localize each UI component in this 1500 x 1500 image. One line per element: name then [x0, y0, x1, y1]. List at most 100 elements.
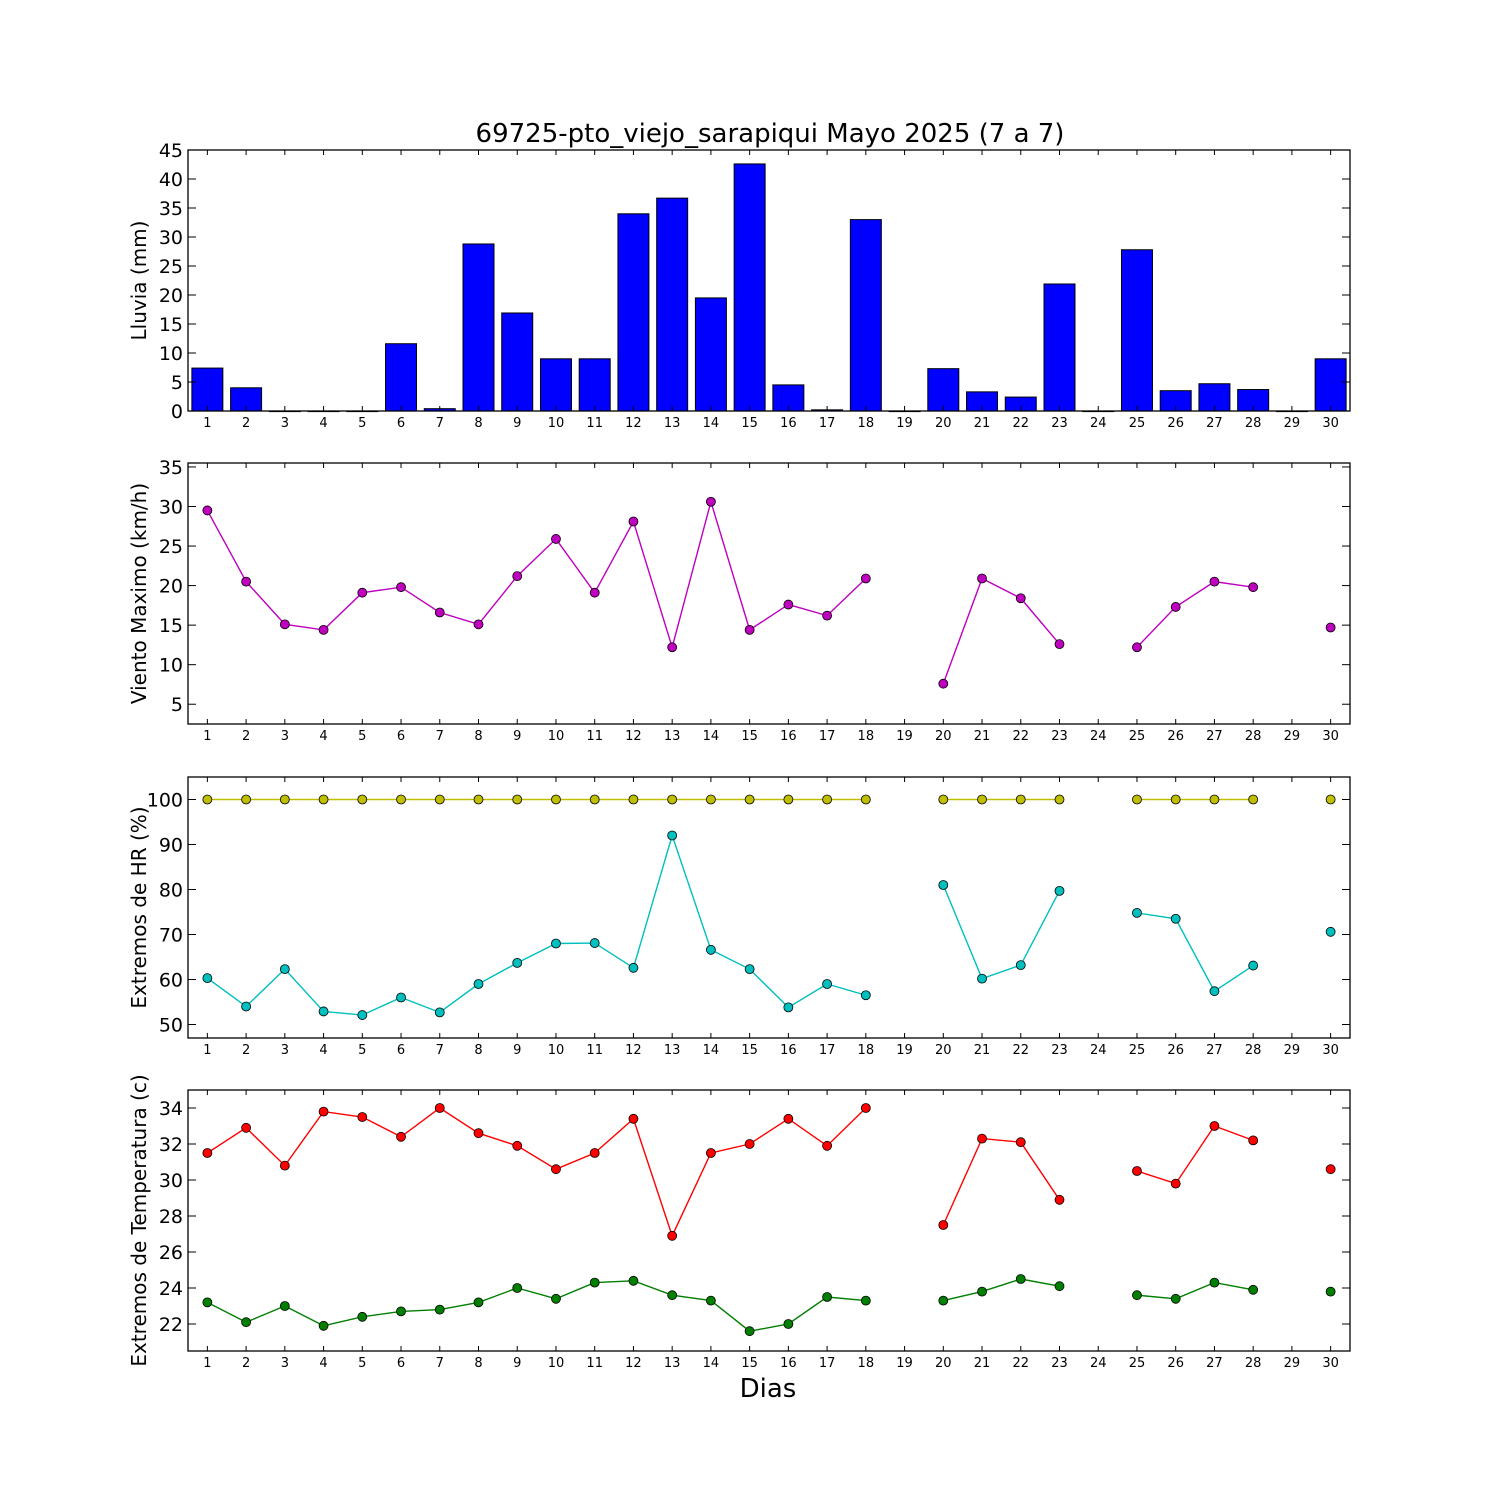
x-tick-label: 24: [1090, 1356, 1107, 1371]
point-day-26: [1170, 1178, 1181, 1189]
x-tick-label: 6: [397, 729, 405, 744]
point-day-1: [202, 505, 213, 516]
point-day-14: [706, 944, 716, 955]
y-tick-label: 34: [159, 1098, 183, 1120]
point-day-22: [1015, 960, 1026, 970]
point-day-3: [279, 619, 290, 630]
point-day-17: [822, 610, 832, 621]
x-tick-label: 16: [780, 729, 797, 744]
point-day-7: [434, 607, 445, 618]
x-tick-label: 5: [358, 729, 366, 744]
x-tick-label: 6: [397, 1356, 405, 1371]
point-day-6: [396, 1131, 406, 1142]
x-tick-label: 7: [436, 1356, 444, 1371]
x-tick-label: 26: [1167, 729, 1184, 744]
point-day-18: [860, 573, 871, 584]
y-tick-label: 5: [171, 694, 183, 716]
point-day-14: [706, 496, 716, 507]
bar-day-10: [539, 358, 572, 412]
series-1: [202, 496, 1336, 689]
point-day-15: [744, 1326, 755, 1337]
x-tick-label: 13: [664, 1356, 681, 1371]
bar-day-30: [1314, 358, 1347, 412]
bar-day-15: [733, 163, 766, 412]
x-tick-label: 27: [1206, 729, 1223, 744]
point-day-30: [1325, 622, 1336, 633]
y-tick-label: 30: [159, 1170, 183, 1192]
x-tick-label: 27: [1206, 1043, 1223, 1058]
axes-frame: [187, 149, 1351, 412]
point-day-2: [241, 576, 252, 587]
point-day-11: [589, 938, 600, 948]
x-tick-label: 22: [1012, 416, 1029, 431]
x-tick-label: 30: [1322, 1356, 1339, 1371]
bar-day-25: [1120, 249, 1153, 412]
x-tick-label: 12: [625, 1043, 642, 1058]
x-tick-label: 17: [819, 1043, 836, 1058]
bar-day-23: [1043, 283, 1076, 412]
point-day-9: [512, 1140, 523, 1151]
point-day-1: [202, 794, 213, 805]
x-tick-label: 10: [548, 416, 565, 431]
point-day-22: [1015, 794, 1026, 805]
x-tick-label: 10: [548, 1356, 565, 1371]
x-tick-label: 16: [780, 416, 797, 431]
point-day-28: [1248, 1135, 1259, 1146]
x-tick-label: 19: [896, 729, 913, 744]
point-day-16: [783, 794, 794, 805]
point-day-12: [628, 1275, 639, 1286]
x-tick-label: 24: [1090, 416, 1107, 431]
x-tick-label: 20: [935, 1356, 952, 1371]
x-tick-label: 12: [625, 1356, 642, 1371]
point-day-28: [1248, 582, 1259, 593]
point-day-25: [1132, 794, 1142, 805]
point-day-16: [783, 1319, 794, 1329]
x-tick-label: 27: [1206, 1356, 1223, 1371]
point-day-5: [357, 587, 368, 598]
y-tick-label: 100: [147, 790, 183, 812]
point-day-28: [1248, 1284, 1259, 1295]
x-tick-label: 7: [436, 416, 444, 431]
x-tick-label: 13: [664, 1043, 681, 1058]
x-tick-label: 20: [935, 416, 952, 431]
x-tick-label: 25: [1129, 416, 1146, 431]
series-1: [202, 1103, 1336, 1241]
point-day-23: [1054, 639, 1065, 650]
x-tick-label: 2: [242, 729, 250, 744]
point-day-2: [241, 794, 252, 805]
panel-2: 1 2 3 4 5 6 7 8 9 10 11 12 13 14 15 16 17 18 19 20 21 22 23 24 2…: [127, 457, 1351, 744]
y-tick-label: 15: [159, 615, 183, 637]
point-day-23: [1054, 794, 1065, 805]
x-axis-label: Dias: [740, 1374, 797, 1404]
point-day-6: [396, 582, 406, 593]
x-tick-label: 1: [203, 1356, 211, 1371]
y-tick-label: 32: [159, 1134, 183, 1156]
x-tick-label: 4: [319, 416, 327, 431]
point-day-27: [1209, 576, 1220, 587]
point-day-3: [279, 1160, 290, 1171]
x-tick-label: 29: [1284, 729, 1301, 744]
point-day-11: [589, 794, 600, 805]
x-tick-label: 18: [858, 1043, 875, 1058]
point-day-25: [1132, 1290, 1142, 1301]
y-tick-label: 35: [159, 457, 183, 479]
y-tick-label: 20: [159, 285, 183, 307]
point-day-23: [1054, 885, 1065, 896]
point-day-18: [860, 794, 871, 805]
y-tick-label: 60: [159, 970, 183, 992]
bar-day-6: [385, 343, 418, 412]
series-line: [206, 1107, 867, 1238]
x-tick-label: 15: [741, 1356, 758, 1371]
x-tick-label: 5: [358, 1043, 366, 1058]
point-day-12: [628, 962, 639, 973]
point-day-7: [434, 1103, 445, 1113]
point-day-22: [1015, 1137, 1026, 1148]
y-axis-label: Lluvia (mm): [127, 221, 151, 341]
y-axis-label: Viento Maximo (km/h): [127, 483, 151, 704]
point-day-9: [512, 571, 523, 581]
point-day-30: [1325, 1164, 1336, 1175]
x-tick-label: 22: [1012, 1356, 1029, 1371]
bar-day-13: [656, 197, 689, 412]
point-day-27: [1209, 1277, 1220, 1288]
